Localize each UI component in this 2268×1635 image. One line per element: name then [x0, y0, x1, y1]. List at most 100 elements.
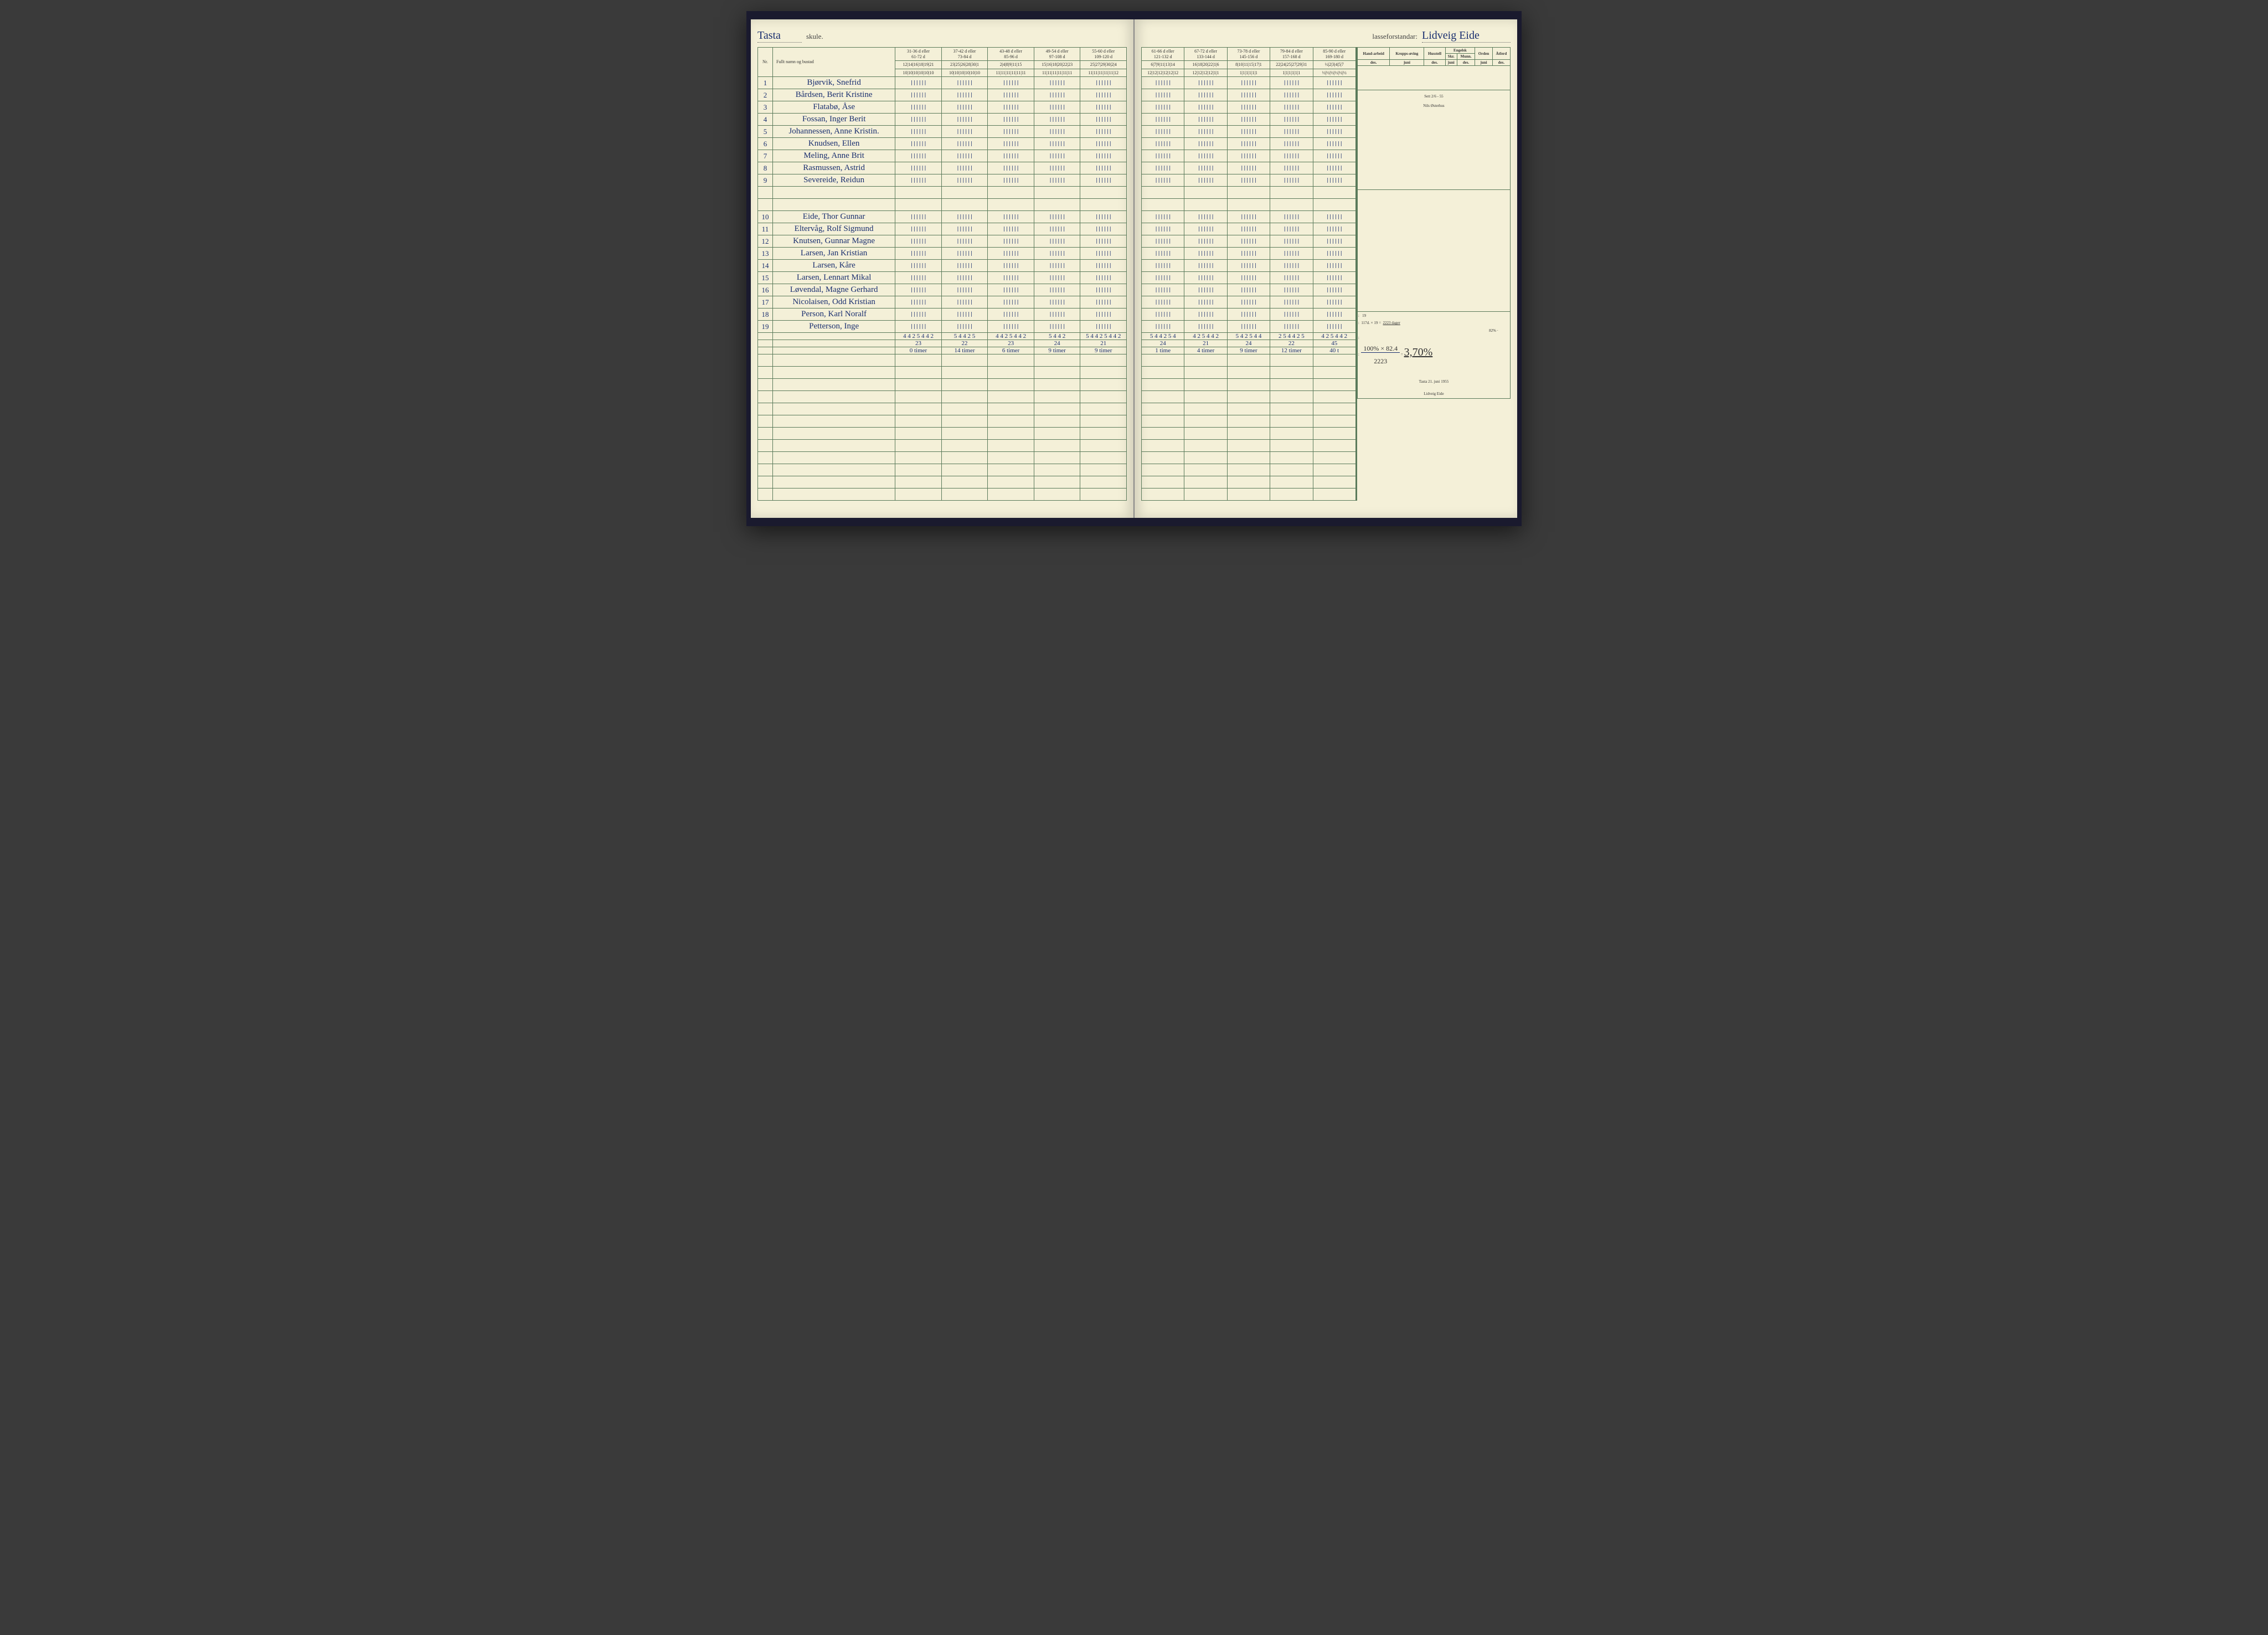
attendance-cell: ||||||	[1313, 260, 1355, 272]
attendance-cell: ||||||	[1034, 162, 1080, 174]
wk-hr-2: 73-78 d eller145-156 d	[1227, 48, 1270, 61]
student-row: 18Person, Karl Noralf|||||||||||||||||||…	[758, 309, 1127, 321]
attendance-cell: ||||||	[1227, 272, 1270, 284]
attendance-cell: ||||||	[1080, 272, 1127, 284]
days-4: 25|27|29|30|2|4	[1080, 61, 1127, 69]
student-nr: 14	[758, 260, 773, 272]
student-name: Petterson, Inge	[773, 321, 895, 333]
wk-hr-4: 85-90 d eller169-180 d	[1313, 48, 1355, 61]
attendance-cell: ||||||	[1313, 272, 1355, 284]
attendance-cell	[1034, 199, 1080, 211]
attendance-cell: ||||||	[1227, 89, 1270, 101]
attendance-cell: ||||||	[1270, 77, 1313, 89]
attendance-cell: ||||||	[1080, 77, 1127, 89]
attendance-cell: ||||||	[1227, 309, 1270, 321]
attendance-cell: ||||||	[1080, 309, 1127, 321]
teacher-name: Lidveig Eide	[1422, 29, 1511, 43]
student-nr: 9	[758, 174, 773, 187]
days2-3: 11|11|11|11|11|11	[1034, 69, 1080, 77]
attendance-cell	[941, 187, 988, 199]
attendance-cell: ||||||	[895, 284, 942, 296]
attendance-cell: ||||||	[1034, 284, 1080, 296]
student-row: 3Flatabø, Åse|||||||||||||||||||||||||||…	[758, 101, 1127, 114]
attendance-cell	[1270, 199, 1313, 211]
student-nr: 11	[758, 223, 773, 235]
left-header: Tasta skule.	[757, 29, 1127, 43]
attendance-cell: ||||||	[895, 272, 942, 284]
student-row: 6Knudsen, Ellen|||||||||||||||||||||||||…	[758, 138, 1127, 150]
student-name: Severeide, Reidun	[773, 174, 895, 187]
attendance-cell: ||||||	[988, 248, 1034, 260]
attendance-cell: ||||||	[1142, 101, 1184, 114]
attendance-cell: ||||||	[1080, 138, 1127, 150]
empty-row	[1142, 391, 1356, 403]
attendance-cell: ||||||	[1080, 296, 1127, 309]
wk-hr-0: 61-66 d eller121-132 d	[1142, 48, 1184, 61]
student-row-right: ||||||||||||||||||||||||||||||	[1142, 248, 1356, 260]
school-label: skule.	[806, 32, 823, 41]
attendance-cell: ||||||	[1227, 235, 1270, 248]
student-name: Bjørvik, Snefrid	[773, 77, 895, 89]
student-row-right	[1142, 199, 1356, 211]
attendance-cell: ||||||	[941, 260, 988, 272]
attendance-cell: ||||||	[1080, 223, 1127, 235]
attendance-cell: ||||||	[1080, 235, 1127, 248]
attendance-cell: ||||||	[1142, 272, 1184, 284]
student-row-right: ||||||||||||||||||||||||||||||	[1142, 89, 1356, 101]
attendance-cell: ||||||	[895, 150, 942, 162]
attendance-cell: ||||||	[988, 260, 1034, 272]
col-name: Fullt namn og bustad	[773, 48, 895, 77]
attendance-cell: ||||||	[988, 272, 1034, 284]
empty-row	[1142, 440, 1356, 452]
ledger-table-right: 61-66 d eller121-132 d 67-72 d eller133-…	[1141, 47, 1356, 501]
student-name: Johannessen, Anne Kristin.	[773, 126, 895, 138]
empty-row	[758, 464, 1127, 476]
student-nr: 12	[758, 235, 773, 248]
attendance-cell: ||||||	[1227, 211, 1270, 223]
attendance-cell	[1313, 187, 1355, 199]
student-nr: 18	[758, 309, 773, 321]
student-row: 13Larsen, Jan Kristian||||||||||||||||||…	[758, 248, 1127, 260]
attendance-cell: ||||||	[1313, 77, 1355, 89]
attendance-cell: ||||||	[1313, 309, 1355, 321]
attendance-cell: ||||||	[941, 174, 988, 187]
empty-row	[758, 440, 1127, 452]
empty-row	[758, 452, 1127, 464]
attendance-cell: ||||||	[895, 309, 942, 321]
attendance-cell: ||||||	[941, 77, 988, 89]
attendance-cell: ||||||	[1313, 101, 1355, 114]
student-row-right: ||||||||||||||||||||||||||||||	[1142, 174, 1356, 187]
attendance-cell	[1184, 187, 1227, 199]
attendance-cell: ||||||	[1270, 235, 1313, 248]
attendance-cell: ||||||	[1270, 211, 1313, 223]
attendance-cell: ||||||	[1034, 174, 1080, 187]
student-nr: 8	[758, 162, 773, 174]
empty-row	[1142, 476, 1356, 489]
attendance-cell: ||||||	[1034, 223, 1080, 235]
attendance-cell: ||||||	[1034, 126, 1080, 138]
attendance-cell: ||||||	[1142, 114, 1184, 126]
attendance-cell: ||||||	[1034, 296, 1080, 309]
attendance-cell: ||||||	[941, 272, 988, 284]
attendance-cell: ||||||	[941, 126, 988, 138]
attendance-cell	[988, 187, 1034, 199]
attendance-cell: ||||||	[1227, 101, 1270, 114]
attendance-cell: ||||||	[1034, 248, 1080, 260]
sum-row-r3: 1 time 4 timer 9 timer 12 timer 40 t	[1142, 347, 1356, 354]
student-name: Larsen, Jan Kristian	[773, 248, 895, 260]
calc-line-2b: 82% ·	[1358, 327, 1509, 335]
attendance-cell: ||||||	[1080, 211, 1127, 223]
attendance-cell: ||||||	[895, 162, 942, 174]
attendance-cell: ||||||	[1142, 89, 1184, 101]
student-nr: 2	[758, 89, 773, 101]
attendance-cell: ||||||	[1184, 162, 1227, 174]
attendance-cell	[895, 187, 942, 199]
attendance-cell: ||||||	[1080, 150, 1127, 162]
attendance-cell: ||||||	[1313, 211, 1355, 223]
attendance-cell: ||||||	[1227, 126, 1270, 138]
student-name: Larsen, Kåre	[773, 260, 895, 272]
attendance-cell: ||||||	[941, 211, 988, 223]
attendance-cell: ||||||	[1080, 126, 1127, 138]
student-row-right: ||||||||||||||||||||||||||||||	[1142, 162, 1356, 174]
right-page: lasseforstandar: Lidveig Eide 61-66 d el…	[1135, 19, 1517, 518]
